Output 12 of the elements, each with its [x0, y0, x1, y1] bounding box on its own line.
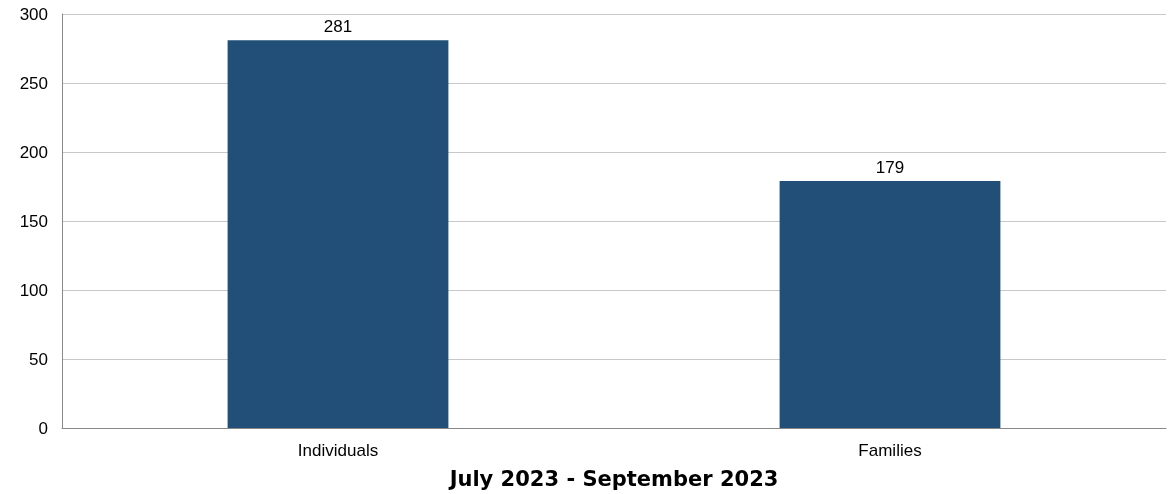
x-tick-label: Individuals	[297, 441, 379, 460]
y-tick-label: 0	[38, 418, 48, 438]
y-tick-label: 300	[19, 4, 48, 24]
y-tick-label: 50	[29, 349, 48, 369]
data-label: 281	[323, 17, 353, 37]
y-tick-label: 150	[19, 211, 48, 231]
x-tick-label: Families	[858, 441, 922, 460]
y-tick-label: 200	[19, 142, 48, 162]
data-label: 179	[875, 157, 905, 177]
y-tick-label: 100	[19, 280, 48, 300]
y-tick-label: 250	[19, 73, 48, 93]
x-axis-title: July 2023 - September 2023	[447, 466, 779, 491]
